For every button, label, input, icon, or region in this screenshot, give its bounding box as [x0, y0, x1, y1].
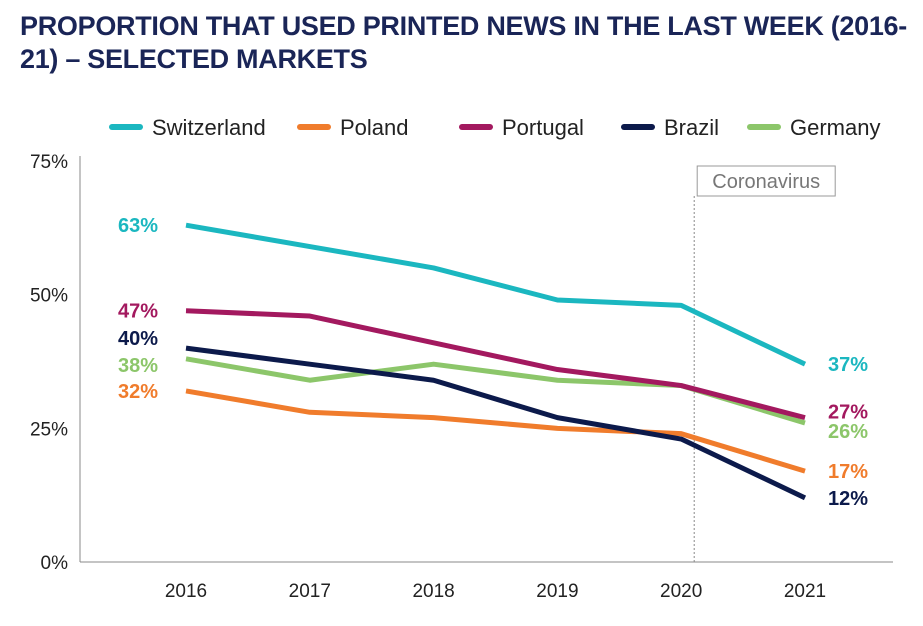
y-tick-label: 75% — [30, 152, 68, 173]
x-tick-label: 2017 — [289, 581, 331, 602]
series-line-brazil — [185, 345, 807, 501]
legend-label: Portugal — [502, 115, 584, 140]
legend-label: Germany — [790, 115, 880, 140]
x-tick-label: 2019 — [536, 581, 578, 602]
legend-label: Brazil — [664, 115, 719, 140]
end-data-label: 37% — [828, 354, 868, 376]
series-line-germany — [185, 356, 806, 426]
y-tick-label: 0% — [41, 553, 69, 574]
series-line-poland — [185, 388, 806, 474]
y-tick-label: 50% — [30, 286, 68, 307]
end-data-label: 26% — [828, 421, 868, 443]
y-tick-label: 25% — [30, 419, 68, 440]
start-data-label: 47% — [118, 301, 158, 323]
start-data-label: 32% — [118, 381, 158, 403]
x-tick-label: 2021 — [784, 581, 826, 602]
chart-title: PROPORTION THAT USED PRINTED NEWS IN THE… — [20, 11, 907, 74]
series-line-portugal — [185, 308, 806, 421]
coronavirus-box — [696, 165, 836, 197]
series-line-switzerland — [185, 222, 807, 367]
coronavirus-label: Coronavirus — [712, 171, 820, 193]
legend-label: Switzerland — [152, 115, 266, 140]
legend-label: Poland — [340, 115, 409, 140]
start-data-label: 63% — [118, 215, 158, 237]
end-data-label: 27% — [828, 402, 868, 424]
start-data-label: 40% — [118, 328, 158, 350]
start-data-label: 38% — [118, 355, 158, 377]
x-tick-label: 2018 — [412, 581, 454, 602]
x-tick-label: 2016 — [165, 581, 207, 602]
x-tick-label: 2020 — [660, 581, 702, 602]
end-data-label: 17% — [828, 461, 868, 483]
end-data-label: 12% — [828, 488, 868, 510]
